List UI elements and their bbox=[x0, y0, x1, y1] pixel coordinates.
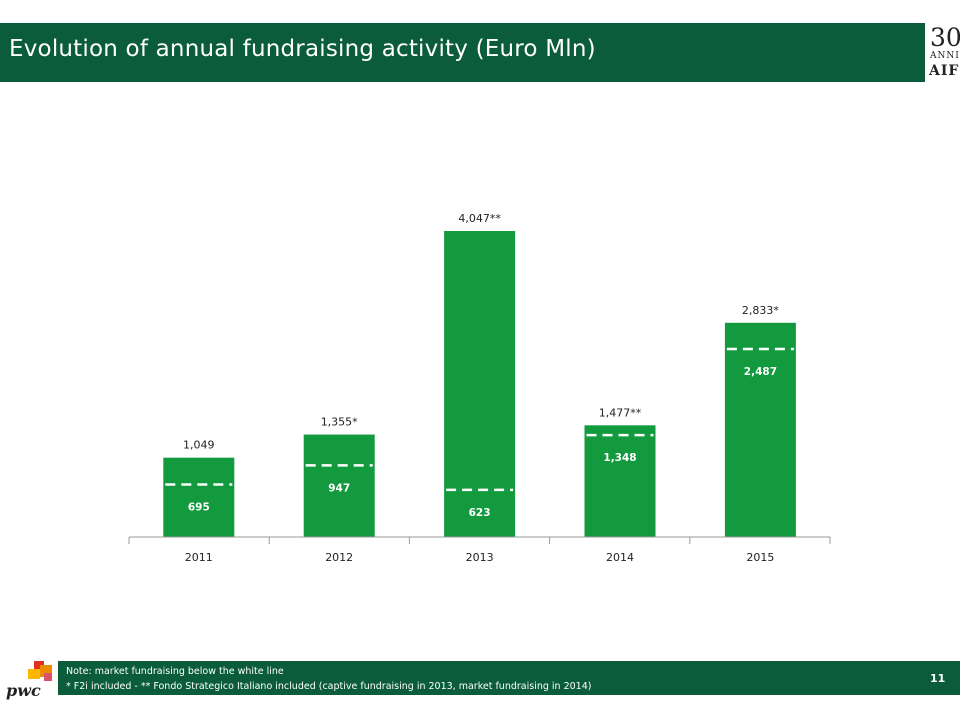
pwc-logo-icon bbox=[28, 661, 52, 681]
bar-2014 bbox=[584, 425, 656, 537]
page-title: Evolution of annual fundraising activity… bbox=[9, 36, 596, 62]
logo-anni: ANNI bbox=[930, 51, 960, 61]
logo-name: AIFI bbox=[929, 63, 960, 79]
total-label-2011: 1,049 bbox=[183, 439, 215, 452]
market-label-2013: 623 bbox=[469, 507, 491, 519]
total-label-2015: 2,833* bbox=[742, 304, 779, 317]
note-line-2: * F2i included - ** Fondo Strategico Ita… bbox=[66, 681, 592, 692]
x-tick-2012: 2012 bbox=[325, 551, 353, 564]
market-label-2015: 2,487 bbox=[744, 366, 777, 378]
page-number: 11 bbox=[930, 672, 946, 685]
bar-2012 bbox=[303, 434, 375, 537]
total-label-2012: 1,355* bbox=[321, 416, 358, 429]
x-tick-2013: 2013 bbox=[466, 551, 494, 564]
total-label-2014: 1,477** bbox=[599, 406, 642, 419]
x-tick-2015: 2015 bbox=[746, 551, 774, 564]
market-label-2011: 695 bbox=[188, 501, 210, 513]
market-label-2012: 947 bbox=[328, 482, 350, 494]
logo-number: 30 bbox=[930, 23, 960, 52]
bar-2013 bbox=[444, 231, 516, 537]
bar-2011 bbox=[163, 457, 235, 537]
note-line-1: Note: market fundraising below the white… bbox=[66, 666, 284, 677]
footer-note: Note: market fundraising below the white… bbox=[66, 664, 591, 694]
header-bar bbox=[0, 23, 925, 82]
market-label-2014: 1,348 bbox=[603, 452, 636, 464]
aifi-logo: 30 ANNI AIFI bbox=[926, 23, 960, 82]
bar-2015 bbox=[724, 322, 796, 537]
total-label-2013: 4,047** bbox=[458, 212, 501, 225]
pwc-logo-text: pwc bbox=[6, 681, 41, 700]
x-tick-2014: 2014 bbox=[606, 551, 634, 564]
x-tick-2011: 2011 bbox=[185, 551, 213, 564]
footer-bar bbox=[58, 661, 960, 695]
